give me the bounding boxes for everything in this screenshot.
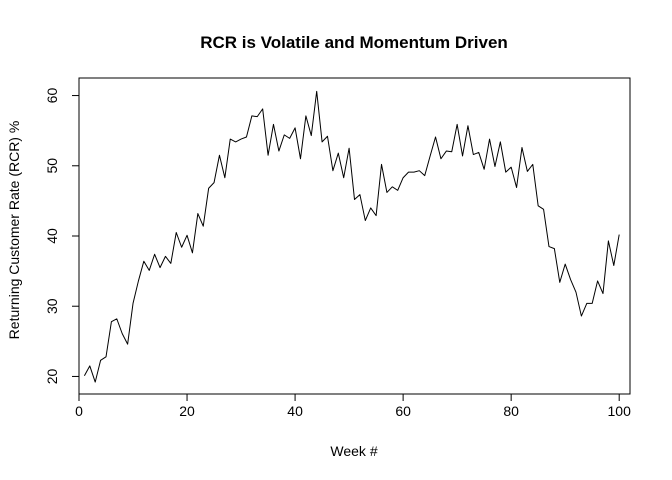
x-tick-label: 80 <box>503 403 519 419</box>
x-tick-label: 0 <box>75 403 83 419</box>
x-tick-label: 60 <box>395 403 411 419</box>
chart-title: RCR is Volatile and Momentum Driven <box>200 33 508 52</box>
x-axis: 0 20 40 60 80 100 <box>75 393 632 419</box>
series-layer <box>83 90 620 383</box>
y-tick-label: 60 <box>44 88 60 104</box>
y-axis: 20 30 40 50 60 <box>44 88 80 384</box>
y-axis-label: Returning Customer Rate (RCR) % <box>6 121 22 340</box>
y-tick-label: 50 <box>44 158 60 174</box>
x-tick-label: 20 <box>179 403 195 419</box>
x-tick-label: 100 <box>608 403 632 419</box>
x-tick-label: 40 <box>287 403 303 419</box>
y-tick-label: 20 <box>44 368 60 384</box>
y-tick-label: 30 <box>44 298 60 314</box>
series-line <box>83 90 620 383</box>
x-axis-label: Week # <box>330 443 377 459</box>
y-tick-label: 40 <box>44 228 60 244</box>
